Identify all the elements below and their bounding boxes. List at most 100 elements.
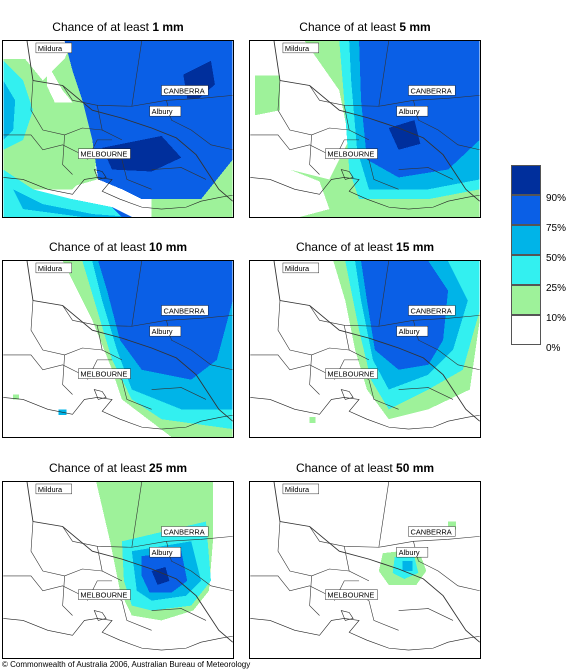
state-border (273, 41, 480, 202)
panel-title: Chance of at least 50 mm (249, 461, 481, 475)
probability-region (255, 75, 280, 116)
panel-title-prefix: Chance of at least (48, 461, 146, 475)
place-label-text: Albury (152, 548, 173, 557)
district-border (131, 261, 143, 327)
legend-swatch-0 (511, 315, 541, 345)
place-label-box (78, 148, 131, 159)
district-border (151, 387, 207, 400)
place-label-mildura: Mildura (282, 42, 319, 54)
rain-probability-map: Mildura CANBERRA Albury MELBOURNE (249, 481, 481, 659)
panel-title-prefix: Chance of at least (48, 240, 146, 254)
state-border (273, 261, 480, 422)
rain-probability-map: Mildura CANBERRA Albury MELBOURNE (2, 481, 234, 659)
panel-title-value: 10 mm (149, 240, 188, 254)
place-label-melbourne: MELBOURNE (78, 368, 131, 379)
coastline (250, 618, 480, 651)
coastline (340, 169, 354, 180)
panel-title-prefix: Chance of at least (299, 20, 397, 34)
place-label-text: MELBOURNE (327, 150, 374, 159)
rain-probability-map: Mildura CANBERRA Albury MELBOURNE (249, 40, 481, 218)
district-border (62, 575, 73, 616)
district-border (368, 600, 399, 631)
place-label-text: Mildura (38, 264, 63, 273)
place-label-box (282, 42, 319, 54)
place-label-box (396, 547, 429, 558)
coastline (93, 610, 107, 621)
panel-title: Chance of at least 10 mm (2, 240, 234, 254)
place-label-text: CANBERRA (410, 527, 451, 536)
place-label-text: CANBERRA (163, 86, 204, 95)
legend-label-90: 90% (546, 193, 567, 204)
place-label-box (78, 589, 131, 600)
probability-region (102, 135, 182, 172)
place-label-melbourne: MELBOURNE (78, 589, 131, 600)
place-label-albury: Albury (149, 106, 182, 117)
place-label-box (161, 305, 209, 316)
district-border (30, 300, 103, 356)
district-border (62, 134, 73, 175)
district-border (96, 105, 123, 141)
district-border (277, 521, 350, 577)
district-border (96, 325, 123, 361)
legend-label-25: 25% (546, 283, 567, 294)
legend-swatch-10 (511, 285, 541, 315)
rain-probability-map: Mildura CANBERRA Albury MELBOURNE (2, 260, 234, 438)
legend-swatch-75 (511, 195, 541, 225)
coastline (93, 169, 107, 180)
place-label-box (325, 589, 378, 600)
place-label-mildura: Mildura (35, 262, 72, 274)
place-label-box (396, 326, 429, 337)
district-border (343, 546, 370, 582)
district-border (96, 546, 123, 582)
district-border (309, 575, 320, 616)
state-border (26, 41, 233, 202)
place-label-box (35, 42, 72, 54)
district-border (398, 167, 454, 180)
place-label-box (408, 526, 456, 537)
place-label-melbourne: MELBOURNE (78, 148, 131, 159)
probability-region (3, 147, 98, 190)
district-border (378, 41, 390, 107)
place-label-text: Mildura (285, 485, 310, 494)
district-border (151, 167, 207, 180)
map-canvas: Mildura CANBERRA Albury MELBOURNE (250, 261, 480, 430)
place-label-melbourne: MELBOURNE (325, 368, 378, 379)
place-label-albury: Albury (396, 547, 429, 558)
place-label-text: MELBOURNE (80, 370, 127, 379)
place-label-box (78, 368, 131, 379)
place-label-box (35, 262, 72, 274)
coastline (3, 397, 233, 430)
district-border (30, 80, 103, 136)
place-label-albury: Albury (149, 326, 182, 337)
legend-label-0: 0% (546, 343, 561, 354)
place-label-text: Albury (399, 548, 420, 557)
district-border (368, 159, 399, 190)
legend-swatch-25 (511, 255, 541, 285)
state-border (26, 261, 233, 422)
district-border (398, 387, 454, 400)
place-label-canberra: CANBERRA (161, 85, 209, 96)
map-canvas: Mildura CANBERRA Albury MELBOURNE (250, 482, 480, 651)
panel-title-prefix: Chance of at least (295, 461, 393, 475)
district-border (121, 600, 152, 631)
panel-title: Chance of at least 1 mm (2, 20, 234, 34)
panel-title-value: 50 mm (396, 461, 435, 475)
district-border (131, 41, 143, 107)
place-label-text: Albury (152, 107, 173, 116)
place-label-box (282, 262, 319, 274)
probability-region (13, 189, 132, 217)
copyright-notice: © Commonwealth of Australia 2006, Austra… (2, 660, 251, 669)
probability-region (46, 62, 73, 103)
place-label-box (396, 106, 429, 117)
place-label-text: CANBERRA (163, 306, 204, 315)
district-border (343, 105, 370, 141)
place-label-melbourne: MELBOURNE (325, 589, 378, 600)
district-border (277, 80, 350, 136)
district-border (398, 608, 454, 621)
district-border (121, 159, 152, 190)
place-label-canberra: CANBERRA (408, 526, 456, 537)
place-label-canberra: CANBERRA (408, 305, 456, 316)
place-label-text: CANBERRA (410, 306, 451, 315)
district-border (309, 85, 480, 107)
district-border (309, 354, 320, 395)
